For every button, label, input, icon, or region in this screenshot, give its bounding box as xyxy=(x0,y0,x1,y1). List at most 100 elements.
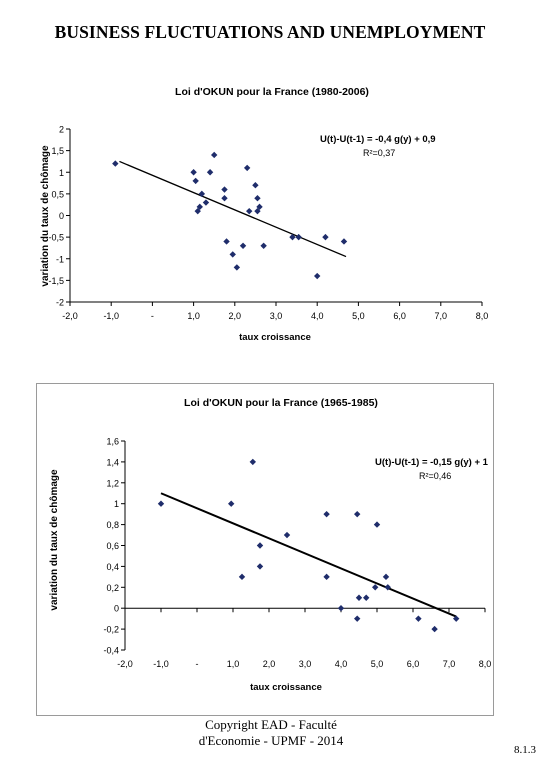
trendline xyxy=(119,160,347,258)
data-point xyxy=(223,238,230,245)
data-point xyxy=(323,510,330,518)
data-point xyxy=(202,199,210,206)
x-tick-label: 8,0 xyxy=(479,659,492,669)
data-point xyxy=(415,615,422,622)
page-title: BUSINESS FLUCTUATIONS AND UNEMPLOYMENT xyxy=(54,22,486,42)
data-point xyxy=(340,238,348,245)
data-point xyxy=(256,542,264,549)
data-point xyxy=(354,510,361,518)
data-point xyxy=(322,233,329,241)
y-axis-label: variation du taux de chômage xyxy=(49,469,60,611)
data-point xyxy=(283,531,291,539)
okun-chart-1980-2006: Loi d'OKUN pour la France (1980-2006) va… xyxy=(0,0,540,380)
page-number: 8.1.3 xyxy=(514,744,536,756)
x-tick-label: -2,0 xyxy=(62,311,78,321)
footer-line-2: d'Economie - UPMF - 2014 xyxy=(198,733,344,748)
x-tick-label: -1,0 xyxy=(153,659,169,669)
y-tick-label: -1 xyxy=(56,254,64,264)
y-tick-label: 0,5 xyxy=(51,189,64,199)
data-point xyxy=(295,233,302,241)
data-point xyxy=(233,264,241,271)
data-point xyxy=(254,195,261,202)
trendline xyxy=(160,492,457,618)
x-tick-label: - xyxy=(196,659,199,669)
y-tick-label: -0,4 xyxy=(103,646,119,656)
data-point xyxy=(252,182,259,189)
y-tick-label: 0,4 xyxy=(106,562,119,572)
x-tick-label: 1,0 xyxy=(187,311,200,321)
y-tick-label: 2 xyxy=(59,125,64,135)
x-tick-label: 2,0 xyxy=(263,659,276,669)
data-point xyxy=(260,242,267,249)
data-point xyxy=(243,164,251,172)
x-tick-label: 2,0 xyxy=(229,311,242,321)
data-point xyxy=(221,186,228,193)
y-tick-label: -1,5 xyxy=(48,276,64,286)
r-squared-label: R²=0,37 xyxy=(363,148,395,158)
y-tick-label: 0,6 xyxy=(106,541,119,551)
data-point xyxy=(238,573,246,581)
data-point xyxy=(221,195,228,202)
data-point xyxy=(206,169,214,176)
data-point xyxy=(198,190,206,198)
data-point xyxy=(354,615,361,622)
x-tick-label: 5,0 xyxy=(371,659,384,669)
footer-line-1: Copyright EAD - Faculté xyxy=(205,717,337,732)
data-point xyxy=(431,625,438,633)
data-point xyxy=(256,563,264,570)
y-tick-label: 1,5 xyxy=(51,146,64,156)
data-point xyxy=(190,169,197,176)
x-tick-label: 4,0 xyxy=(335,659,348,669)
data-point xyxy=(196,203,203,211)
plot-marks: 1,61,41,210,80,60,40,20-0,2-0,4-2,0 -1,0-… xyxy=(103,437,491,670)
x-tick-label: 7,0 xyxy=(435,311,448,321)
r-squared-label: R²=0,46 xyxy=(419,471,451,481)
x-tick-label: 4,0 xyxy=(311,311,324,321)
data-point xyxy=(239,242,247,249)
chart-title: Loi d'OKUN pour la France (1965-1985) xyxy=(184,397,378,409)
x-tick-label: 1,0 xyxy=(227,659,240,669)
y-tick-label: 1 xyxy=(114,499,119,509)
data-point xyxy=(314,272,321,280)
x-tick-label: 6,0 xyxy=(407,659,420,669)
y-tick-label: 0,8 xyxy=(106,520,119,530)
data-point xyxy=(157,500,165,507)
okun-chart-1965-1985: Loi d'OKUN pour la France (1965-1985) va… xyxy=(36,383,494,716)
scatter-plot-1: Loi d'OKUN pour la France (1980-2006) va… xyxy=(40,86,488,343)
regression-equation: U(t)-U(t-1) = -0,4 g(y) + 0,9 xyxy=(320,134,436,145)
y-tick-label: -0,2 xyxy=(103,625,119,635)
chart-title: Loi d'OKUN pour la France (1980-2006) xyxy=(175,86,369,98)
data-point xyxy=(256,203,263,211)
scatter-plot-2: Loi d'OKUN pour la France (1965-1985) va… xyxy=(49,397,491,693)
data-point xyxy=(372,584,379,591)
data-point xyxy=(382,573,390,581)
data-point xyxy=(323,573,330,581)
data-point xyxy=(289,233,296,241)
regression-equation: U(t)-U(t-1) = -0,15 g(y) + 1 xyxy=(375,457,489,468)
data-point xyxy=(229,251,236,258)
y-tick-label: 0 xyxy=(114,604,119,614)
x-tick-label: 3,0 xyxy=(299,659,312,669)
y-tick-label: 1 xyxy=(59,168,64,178)
data-point xyxy=(112,160,119,167)
x-axis-label: taux croissance xyxy=(239,332,311,343)
data-point xyxy=(228,500,235,507)
plot-marks: 21,510,50-0,5-1-1,5-2-2,0 -1,0-1,0 2,0 3,0 4… xyxy=(48,125,488,322)
copyright-footer: Copyright EAD - Faculté d'Economie - UPM… xyxy=(140,717,402,749)
x-tick-label: 8,0 xyxy=(476,311,489,321)
x-tick-label: -1,0 xyxy=(103,311,119,321)
y-tick-label: -0,5 xyxy=(48,233,64,243)
data-point xyxy=(249,458,256,466)
x-tick-label: -2,0 xyxy=(117,659,133,669)
y-tick-label: 1,6 xyxy=(106,437,119,447)
y-tick-label: -2 xyxy=(56,298,64,308)
y-tick-label: 1,2 xyxy=(106,478,119,488)
y-axis-label: variation du taux de chômage xyxy=(40,145,51,287)
x-tick-label: 5,0 xyxy=(352,311,365,321)
data-point xyxy=(211,151,218,159)
y-tick-label: 1,4 xyxy=(106,457,119,467)
data-point xyxy=(337,605,345,612)
data-point xyxy=(246,207,253,215)
x-tick-label: - xyxy=(151,311,154,321)
y-tick-label: 0 xyxy=(59,211,64,221)
